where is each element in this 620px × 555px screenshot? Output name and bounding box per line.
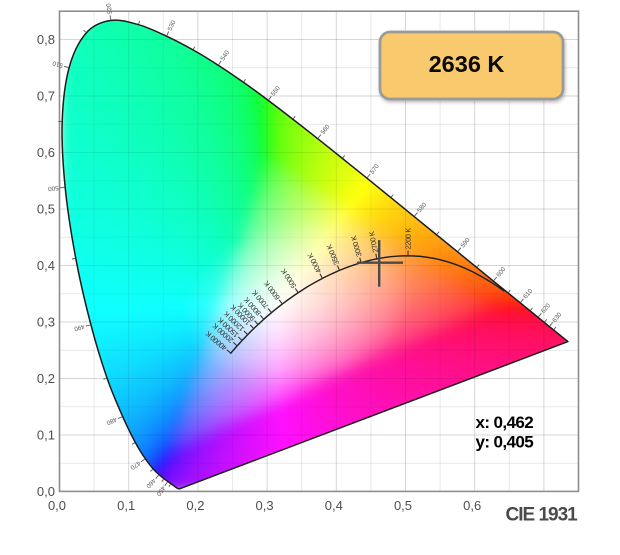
svg-text:500: 500 — [47, 184, 59, 192]
svg-text:0,6: 0,6 — [463, 498, 481, 513]
svg-text:0,5: 0,5 — [37, 202, 55, 217]
svg-text:y: 0,405: y: 0,405 — [476, 433, 534, 452]
svg-text:0,7: 0,7 — [37, 89, 55, 104]
svg-text:0,6: 0,6 — [37, 145, 55, 160]
svg-text:0,0: 0,0 — [37, 484, 55, 499]
svg-text:0,5: 0,5 — [394, 498, 412, 513]
svg-text:0,2: 0,2 — [37, 371, 55, 386]
svg-text:0,1: 0,1 — [37, 428, 55, 443]
svg-text:0,0: 0,0 — [48, 498, 66, 513]
svg-text:0,3: 0,3 — [256, 498, 274, 513]
svg-text:x: 0,462: x: 0,462 — [476, 413, 534, 432]
svg-text:0,4: 0,4 — [37, 258, 55, 273]
svg-text:0,8: 0,8 — [37, 32, 55, 47]
svg-text:2636 K: 2636 K — [429, 51, 505, 77]
svg-text:0,3: 0,3 — [37, 315, 55, 330]
svg-text:2200 K: 2200 K — [404, 228, 413, 250]
svg-text:CIE 1931: CIE 1931 — [506, 505, 579, 526]
svg-text:0,4: 0,4 — [325, 498, 343, 513]
svg-text:0,1: 0,1 — [117, 498, 135, 513]
svg-text:0,2: 0,2 — [186, 498, 204, 513]
